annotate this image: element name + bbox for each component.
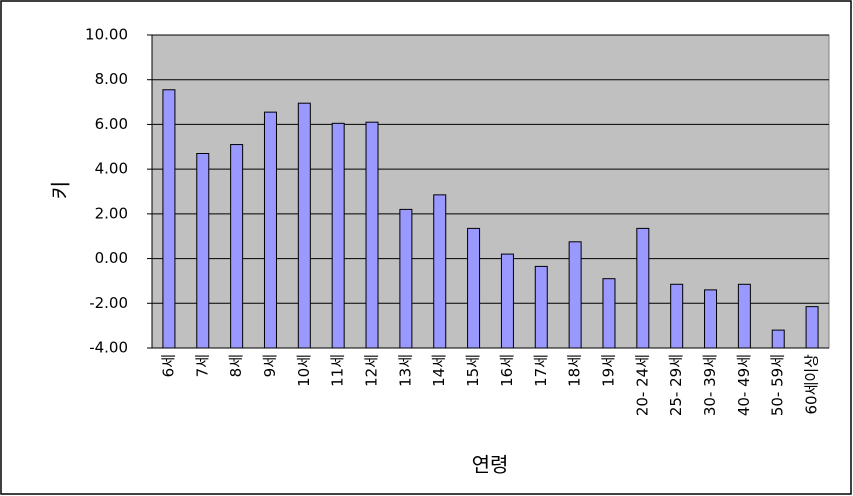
bar — [399, 208, 413, 349]
x-tick-label: 13세 — [396, 354, 414, 387]
x-tick-label: 20- 24세 — [633, 354, 651, 416]
bar — [771, 329, 785, 349]
x-tick-label: 60세이상 — [803, 354, 821, 415]
bar — [331, 122, 345, 349]
bar — [534, 265, 548, 349]
y-tick-label: 10.00 — [85, 26, 128, 44]
y-tick-label: 2.00 — [95, 204, 128, 222]
x-tick-label: 50- 59세 — [769, 354, 787, 416]
x-tick-label: 7세 — [193, 354, 211, 377]
bar — [297, 102, 311, 349]
x-axis-title: 연령 — [472, 453, 509, 477]
bar — [433, 194, 447, 349]
y-tick-label: 0.00 — [95, 249, 128, 267]
x-tick-label: 14세 — [430, 354, 448, 387]
y-tick-label: 8.00 — [95, 70, 128, 88]
x-tick-label: 6세 — [159, 354, 177, 377]
x-tick-label: 17세 — [532, 354, 550, 387]
y-tick-label: 4.00 — [95, 160, 128, 178]
bar — [636, 227, 650, 349]
x-tick-label: 25- 29세 — [667, 354, 685, 416]
bar — [263, 111, 277, 349]
bar — [602, 278, 616, 349]
x-tick-label: 10세 — [295, 354, 313, 387]
x-tick-label: 15세 — [464, 354, 482, 387]
plot-area — [151, 34, 830, 349]
bar — [568, 241, 582, 349]
x-tick-label: 40- 49세 — [735, 354, 753, 416]
bar — [805, 306, 819, 349]
x-tick-label: 18세 — [566, 354, 584, 387]
x-tick-label: 30- 39세 — [701, 354, 719, 416]
bar — [467, 227, 481, 349]
x-tick-label: 8세 — [227, 354, 245, 377]
x-tick-label: 9세 — [261, 354, 279, 377]
bar — [670, 283, 684, 349]
x-tick-label: 12세 — [363, 354, 381, 387]
y-tick-label: 6.00 — [95, 115, 128, 133]
bar — [365, 121, 379, 349]
x-tick-label: 16세 — [498, 354, 516, 387]
x-tick-label: 11세 — [329, 354, 347, 387]
bar — [196, 152, 210, 349]
bar — [704, 289, 718, 349]
bar — [230, 144, 244, 349]
bar — [737, 283, 751, 349]
y-axis-title: 키 — [49, 181, 73, 199]
y-tick-label: -2.00 — [89, 294, 128, 312]
y-tick-label: -4.00 — [89, 339, 128, 357]
bar — [500, 253, 514, 349]
x-tick-label: 19세 — [599, 354, 617, 387]
bar — [162, 89, 176, 349]
